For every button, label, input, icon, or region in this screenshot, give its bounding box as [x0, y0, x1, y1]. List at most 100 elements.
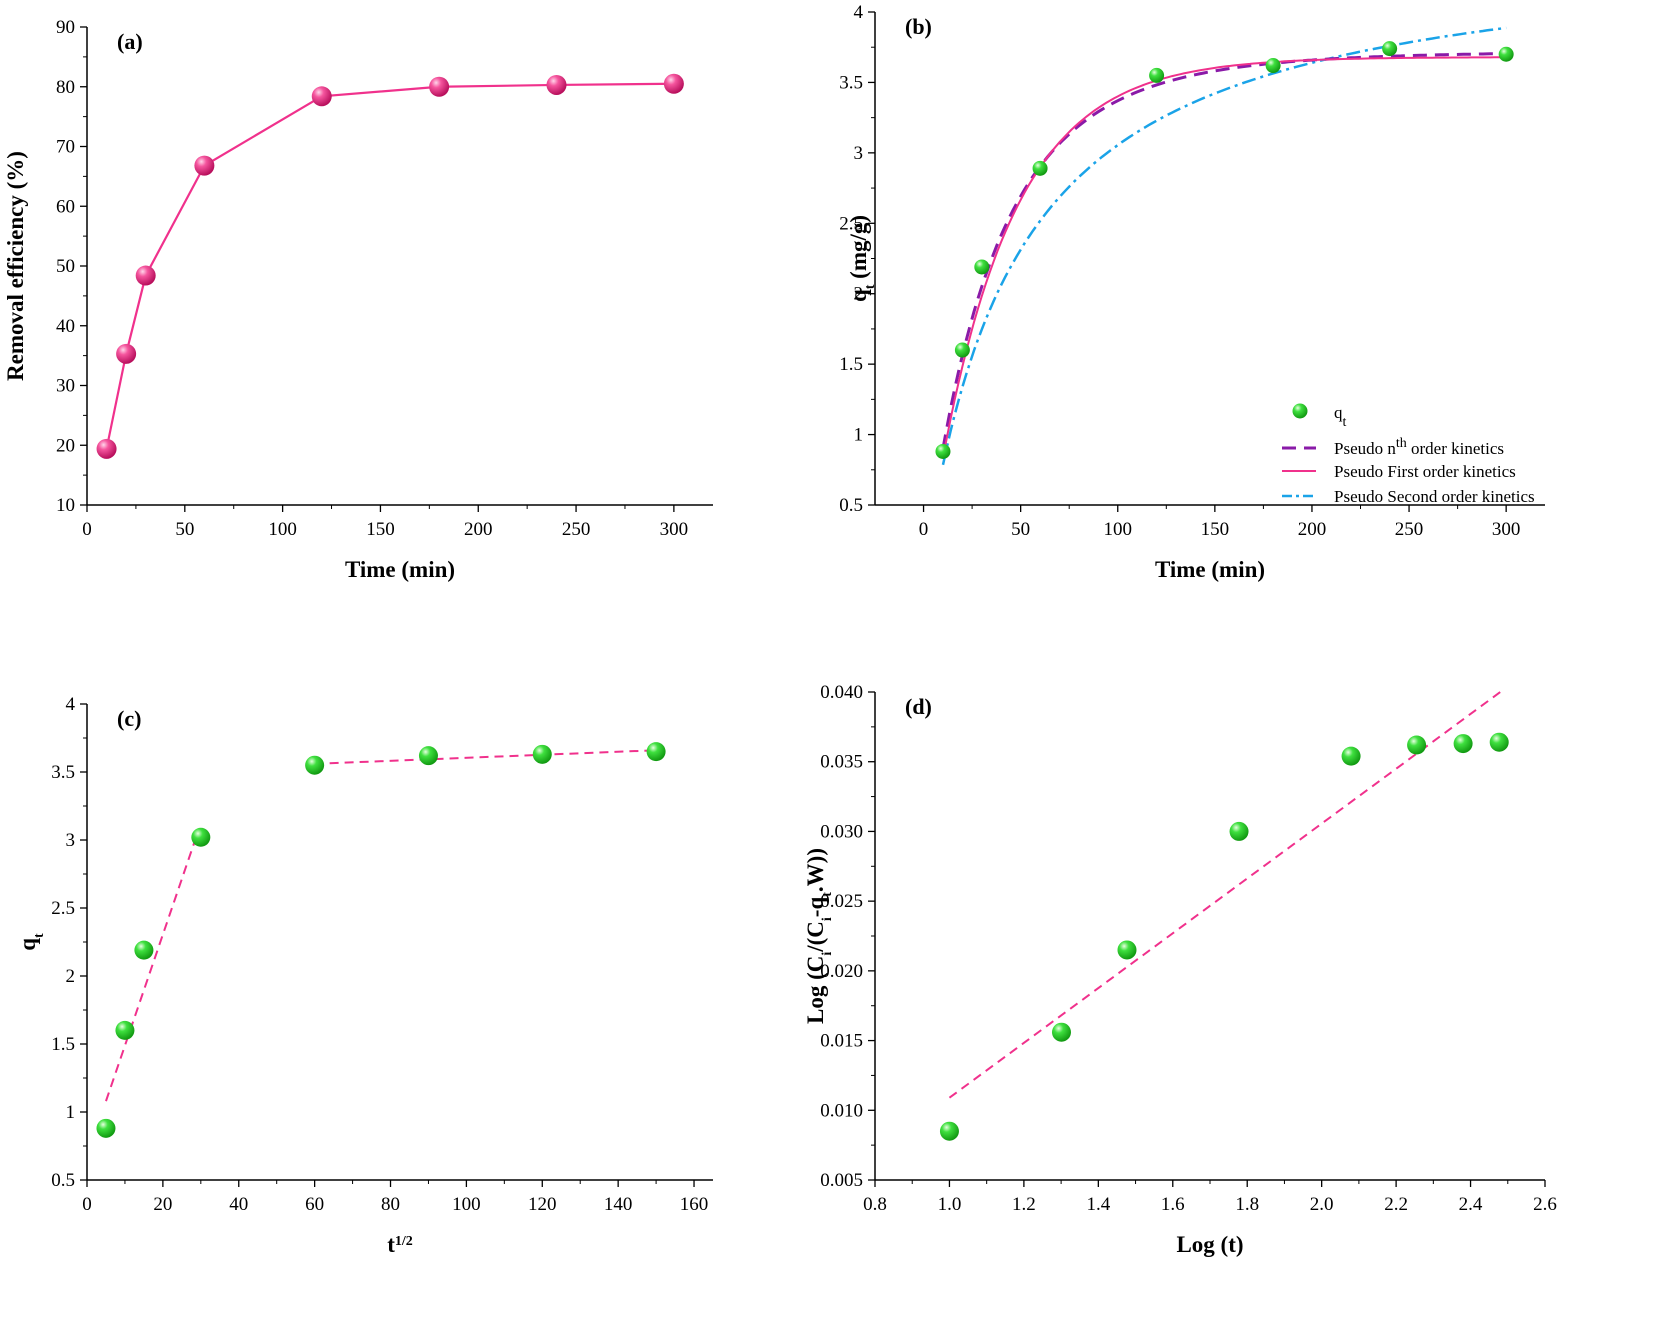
legend-label-first: Pseudo First order kinetics [1334, 462, 1516, 481]
data-point [939, 1121, 959, 1141]
data-point [429, 76, 450, 97]
x-axis-title: Time (min) [1155, 557, 1265, 582]
data-point [935, 443, 951, 459]
y-tick-label: 0.010 [820, 1100, 863, 1121]
data-point [646, 742, 666, 762]
x-tick-label: 2.2 [1384, 1194, 1408, 1215]
data-point [546, 74, 567, 95]
data-point [1117, 940, 1137, 960]
y-tick-label: 4 [66, 694, 76, 715]
y-tick-label: 2.5 [839, 213, 863, 234]
x-tick-label: 0.8 [863, 1194, 887, 1215]
x-tick-label: 100 [452, 1194, 481, 1215]
data-point [1407, 735, 1427, 755]
y-tick-label: 3 [66, 830, 76, 851]
x-tick-label: 120 [528, 1194, 557, 1215]
y-tick-label: 2 [66, 966, 76, 987]
x-tick-label: 2.4 [1459, 1194, 1483, 1215]
legend: qt Pseudo nth order kinetics Pseudo First … [1282, 403, 1535, 506]
y-tick-label: 50 [56, 256, 75, 277]
panel-c-chart: 0 20 40 60 80 100 120 140 160 0.5 1 1.5 2 2.5 3 3.5 4 (c)… [15, 694, 713, 1257]
x-axis-title: Time (min) [345, 557, 455, 582]
x-tick-label: 140 [604, 1194, 633, 1215]
y-tick-label: 0.030 [820, 821, 863, 842]
y-axis-title: qt (mg/g) [846, 215, 878, 302]
x-tick-label: 1.2 [1012, 1194, 1036, 1215]
y-tick-label: 40 [56, 316, 75, 337]
x-tick-label: 80 [381, 1194, 400, 1215]
y-tick-label: 0.005 [820, 1170, 863, 1191]
legend-marker-qt [1292, 403, 1308, 419]
y-tick-label: 3 [854, 143, 864, 164]
y-tick-label: 70 [56, 137, 75, 158]
legend-label-qt: qt [1334, 403, 1347, 430]
y-tick-label: 30 [56, 376, 75, 397]
data-point [96, 1118, 116, 1138]
y-axis-title: Log (Ci/(Ci-qt.W)) [803, 848, 835, 1024]
x-tick-label: 2.0 [1310, 1194, 1334, 1215]
legend-label-second: Pseudo Second order kinetics [1334, 487, 1535, 506]
x-axis-title: Log (t) [1176, 1232, 1243, 1257]
data-point [191, 827, 211, 847]
panel-a-chart: 0 50 100 150 200 250 300 10 20 30 40 50 60 70 80 90 (a) T… [3, 17, 713, 582]
y-tick-label: 1.5 [839, 354, 863, 375]
y-tick-label: 2.5 [51, 898, 75, 919]
x-tick-label: 200 [1298, 519, 1327, 540]
x-tick-label: 160 [680, 1194, 709, 1215]
fit-line [105, 834, 198, 1102]
x-tick-label: 20 [153, 1194, 172, 1215]
y-tick-label: 60 [56, 196, 75, 217]
x-tick-label: 200 [464, 519, 493, 540]
data-point [1453, 734, 1473, 754]
y-tick-label: 80 [56, 77, 75, 98]
y-tick-label: 90 [56, 17, 75, 38]
x-tick-label: 60 [305, 1194, 324, 1215]
x-tick-label: 0 [919, 519, 929, 540]
panel-label: (a) [117, 29, 143, 54]
y-tick-label: 3.5 [51, 762, 75, 783]
y-axis-title: qt [15, 933, 47, 951]
data-point [1498, 46, 1514, 62]
first-order-fit-line [942, 56, 1507, 458]
x-tick-label: 1.6 [1161, 1194, 1185, 1215]
fit-line [948, 691, 1501, 1099]
data-point [115, 1020, 135, 1040]
x-tick-label: 100 [1104, 519, 1133, 540]
x-tick-label: 1.4 [1086, 1194, 1110, 1215]
data-point [116, 343, 137, 364]
panel-label: (c) [117, 706, 141, 731]
x-tick-label: 150 [366, 519, 395, 540]
y-tick-label: 4 [854, 2, 864, 23]
data-point [311, 86, 332, 107]
data-point [954, 342, 970, 358]
y-axis-title: Removal efficiency (%) [3, 151, 28, 381]
panel-d-chart: 0.8 1.0 1.2 1.4 1.6 1.8 2.0 2.2 2.4 2.6 0.005 0.010… [803, 682, 1557, 1257]
panel-b-chart: 0 50 100 150 200 250 300 0.5 1 1.5 2 2.5 3 3.5 4 (b) qt P… [839, 2, 1545, 582]
data-point [663, 73, 684, 94]
data-point [135, 265, 156, 286]
y-tick-label: 10 [56, 495, 75, 516]
data-point [1032, 160, 1048, 176]
x-tick-label: 2.6 [1533, 1194, 1557, 1215]
x-tick-label: 150 [1201, 519, 1230, 540]
data-point [1382, 41, 1398, 57]
y-tick-label: 0.040 [820, 682, 863, 703]
y-tick-label: 1 [66, 1102, 76, 1123]
x-tick-label: 0 [82, 519, 92, 540]
x-tick-label: 0 [82, 1194, 92, 1215]
y-tick-label: 0.5 [839, 495, 863, 516]
x-tick-label: 1.0 [938, 1194, 962, 1215]
panel-label: (b) [905, 14, 932, 39]
x-tick-label: 1.8 [1235, 1194, 1259, 1215]
data-point [1265, 58, 1281, 74]
data-point [532, 744, 552, 764]
data-point [974, 259, 990, 275]
y-tick-label: 20 [56, 435, 75, 456]
x-tick-label: 100 [268, 519, 297, 540]
y-tick-label: 3.5 [839, 72, 863, 93]
y-tick-label: 0.020 [820, 961, 863, 982]
y-tick-label: 0.035 [820, 752, 863, 773]
x-tick-label: 250 [1395, 519, 1424, 540]
y-tick-label: 1 [854, 425, 864, 446]
